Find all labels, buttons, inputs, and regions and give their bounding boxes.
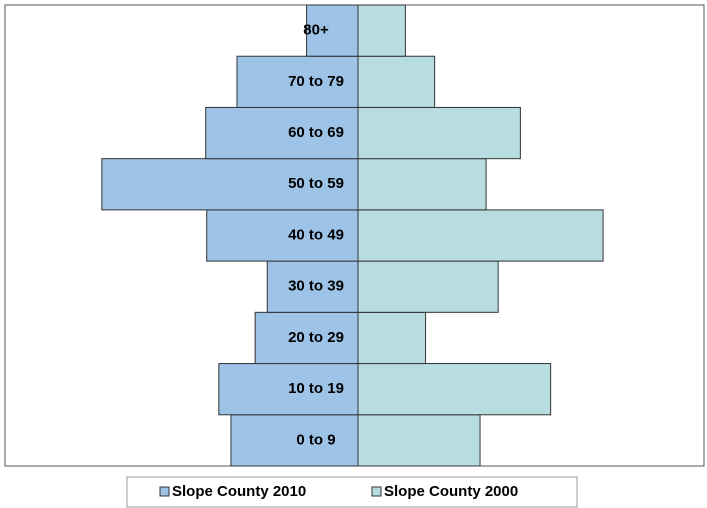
bar [357, 311, 427, 365]
bar [230, 414, 359, 467]
bar [236, 55, 359, 108]
bar [357, 4, 406, 57]
bar [357, 55, 436, 108]
bar [357, 414, 481, 467]
bar [357, 106, 521, 160]
bar [357, 260, 499, 313]
bar [357, 158, 487, 211]
category-label: 40 to 49 [288, 226, 344, 243]
category-label: 20 to 29 [288, 329, 344, 346]
legend-label: Slope County 2000 [384, 483, 518, 500]
legend-label: Slope County 2010 [172, 483, 306, 500]
bar [206, 209, 359, 262]
bar [357, 209, 604, 262]
category-label: 60 to 69 [288, 124, 344, 141]
bar [266, 260, 359, 313]
category-label: 10 to 19 [288, 380, 344, 397]
category-label: 50 to 59 [288, 175, 344, 192]
bar [357, 363, 552, 416]
bar [218, 363, 359, 416]
legend-swatch [371, 486, 382, 497]
category-label: 80+ [303, 22, 329, 39]
category-label: 70 to 79 [288, 73, 344, 90]
legend [126, 476, 578, 508]
bar [205, 106, 359, 160]
bar [101, 158, 359, 211]
category-label: 0 to 9 [296, 431, 335, 448]
category-label: 30 to 39 [288, 278, 344, 295]
bar [306, 4, 359, 57]
legend-swatch [159, 486, 170, 497]
